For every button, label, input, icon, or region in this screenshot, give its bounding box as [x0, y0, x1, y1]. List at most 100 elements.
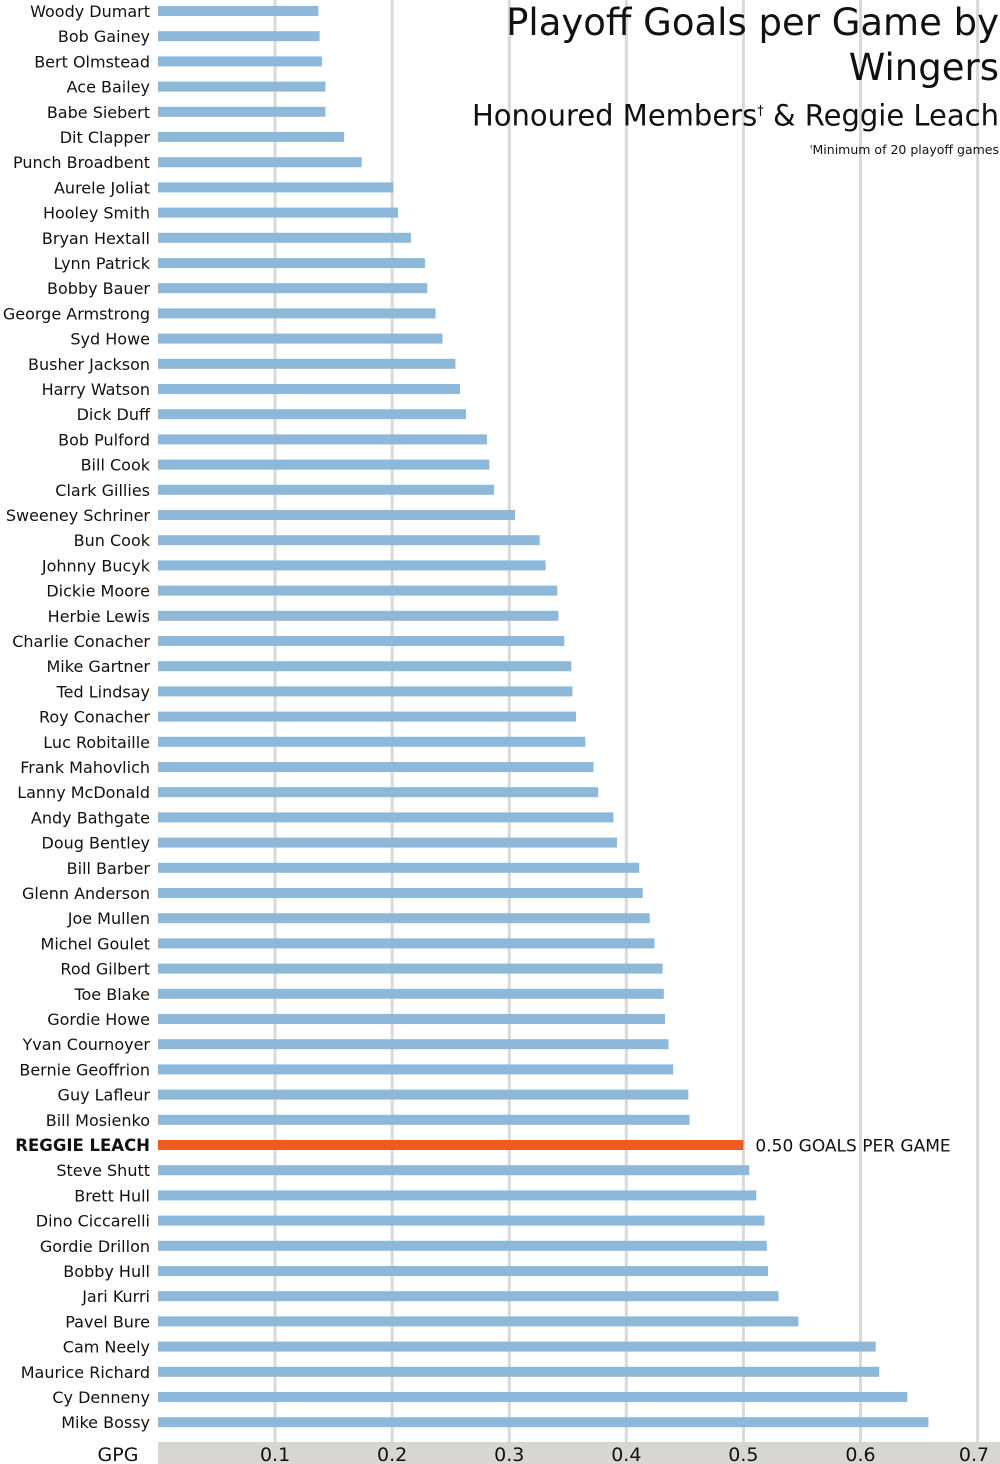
category-label: Guy Lafleur: [58, 1086, 151, 1105]
bar: [158, 888, 643, 898]
category-label: Dickie Moore: [46, 582, 150, 601]
category-label: Hooley Smith: [43, 204, 150, 223]
bar: [158, 384, 461, 394]
category-label: Herbie Lewis: [48, 607, 150, 626]
category-label: Brett Hull: [74, 1186, 150, 1205]
bar: [158, 1392, 908, 1402]
bar: [158, 837, 617, 848]
category-label: Steve Shutt: [56, 1161, 150, 1180]
bar: [158, 963, 663, 974]
bar: [158, 938, 655, 949]
category-label: Bryan Hextall: [42, 229, 150, 248]
category-label: Bun Cook: [74, 531, 151, 550]
bar: [158, 409, 466, 420]
category-label: Pavel Bure: [65, 1312, 150, 1331]
category-label: Toe Blake: [73, 985, 150, 1004]
category-label: Andy Bathgate: [31, 808, 150, 827]
bar: [158, 1039, 669, 1050]
category-label: Roy Conacher: [39, 708, 150, 727]
category-label: Yvan Cournoyer: [22, 1035, 151, 1054]
category-label: Maurice Richard: [21, 1363, 150, 1382]
bar: [158, 6, 319, 16]
bar: [158, 207, 399, 218]
bar: [158, 484, 495, 495]
bar: [158, 736, 586, 747]
category-label: Michel Goulet: [41, 934, 150, 953]
bar: [158, 1291, 779, 1302]
bar: [158, 459, 490, 470]
dagger-mark: †: [757, 104, 764, 119]
bar: [158, 1417, 929, 1428]
category-label: Sweeney Schriner: [6, 506, 151, 525]
title-block: Playoff Goals per Game by Wingers Honour…: [439, 0, 999, 157]
bar: [158, 1366, 880, 1377]
bar: [158, 1341, 876, 1352]
category-label: Bob Pulford: [58, 430, 150, 449]
bar: [158, 232, 411, 243]
category-label: Ted Lindsay: [56, 682, 150, 701]
bar: [158, 157, 362, 168]
bar: [158, 1114, 690, 1125]
bar: [158, 434, 488, 445]
category-label: Dino Ciccarelli: [36, 1212, 150, 1231]
bar: [158, 535, 540, 546]
bar: [158, 283, 428, 294]
category-label: Ace Bailey: [67, 78, 150, 97]
bar: [158, 812, 614, 823]
bar: [158, 1014, 665, 1024]
footnote-text: Minimum of 20 playoff games: [812, 141, 999, 157]
bar: [158, 1215, 765, 1226]
category-label: Gordie Howe: [47, 1010, 150, 1029]
category-label: Mike Gartner: [47, 657, 151, 676]
bar: [158, 31, 320, 42]
highlight-value-annotation: 0.50 GOALS PER GAME: [755, 1137, 950, 1157]
category-label: Woody Dumart: [30, 2, 150, 21]
bar: [158, 182, 394, 193]
bar: [158, 258, 425, 268]
bar: [158, 132, 345, 142]
category-label: Lanny McDonald: [17, 783, 150, 802]
category-label: Frank Mahovlich: [20, 758, 150, 777]
category-label: Rod Gilbert: [60, 960, 150, 979]
bar: [158, 1165, 750, 1176]
category-label: Bob Gainey: [58, 27, 150, 46]
category-label: Doug Bentley: [42, 834, 150, 853]
category-label: Jari Kurri: [81, 1287, 150, 1306]
bar: [158, 81, 326, 92]
bar: [158, 636, 565, 646]
x-tick-label: 0.7: [959, 1444, 989, 1464]
bar: [158, 686, 573, 697]
bar: [158, 560, 546, 571]
bar: [158, 1089, 689, 1100]
bar: [158, 913, 650, 924]
x-tick-label: 0.2: [377, 1444, 407, 1464]
category-label: Harry Watson: [42, 380, 150, 399]
bar: [158, 358, 456, 369]
category-label: Busher Jackson: [28, 355, 150, 374]
subtitle-prefix: Honoured Members: [472, 98, 758, 133]
bar: [158, 1316, 799, 1327]
bar: [158, 711, 576, 722]
highlight-category-label: REGGIE LEACH: [15, 1136, 150, 1155]
bar: [158, 333, 443, 344]
category-label: Syd Howe: [70, 330, 150, 349]
category-label: George Armstrong: [3, 304, 150, 323]
x-tick-label: 0.5: [728, 1444, 758, 1464]
bar: [158, 106, 326, 117]
category-label: Charlie Conacher: [12, 632, 150, 651]
bar: [158, 988, 664, 999]
x-axis-band: [158, 1442, 1000, 1464]
bar: [158, 787, 599, 798]
category-label: Bill Barber: [67, 859, 151, 878]
bar: [158, 56, 322, 67]
chart-title: Playoff Goals per Game by Wingers: [506, 1, 999, 89]
bar: [158, 308, 436, 319]
category-label: Johnny Bucyk: [41, 556, 151, 575]
bar: [158, 862, 640, 873]
category-label: Bill Mosienko: [46, 1111, 150, 1130]
bar: [158, 610, 559, 621]
category-label: Babe Siebert: [47, 103, 150, 122]
category-label: Joe Mullen: [67, 909, 150, 928]
category-label: Glenn Anderson: [22, 884, 150, 903]
